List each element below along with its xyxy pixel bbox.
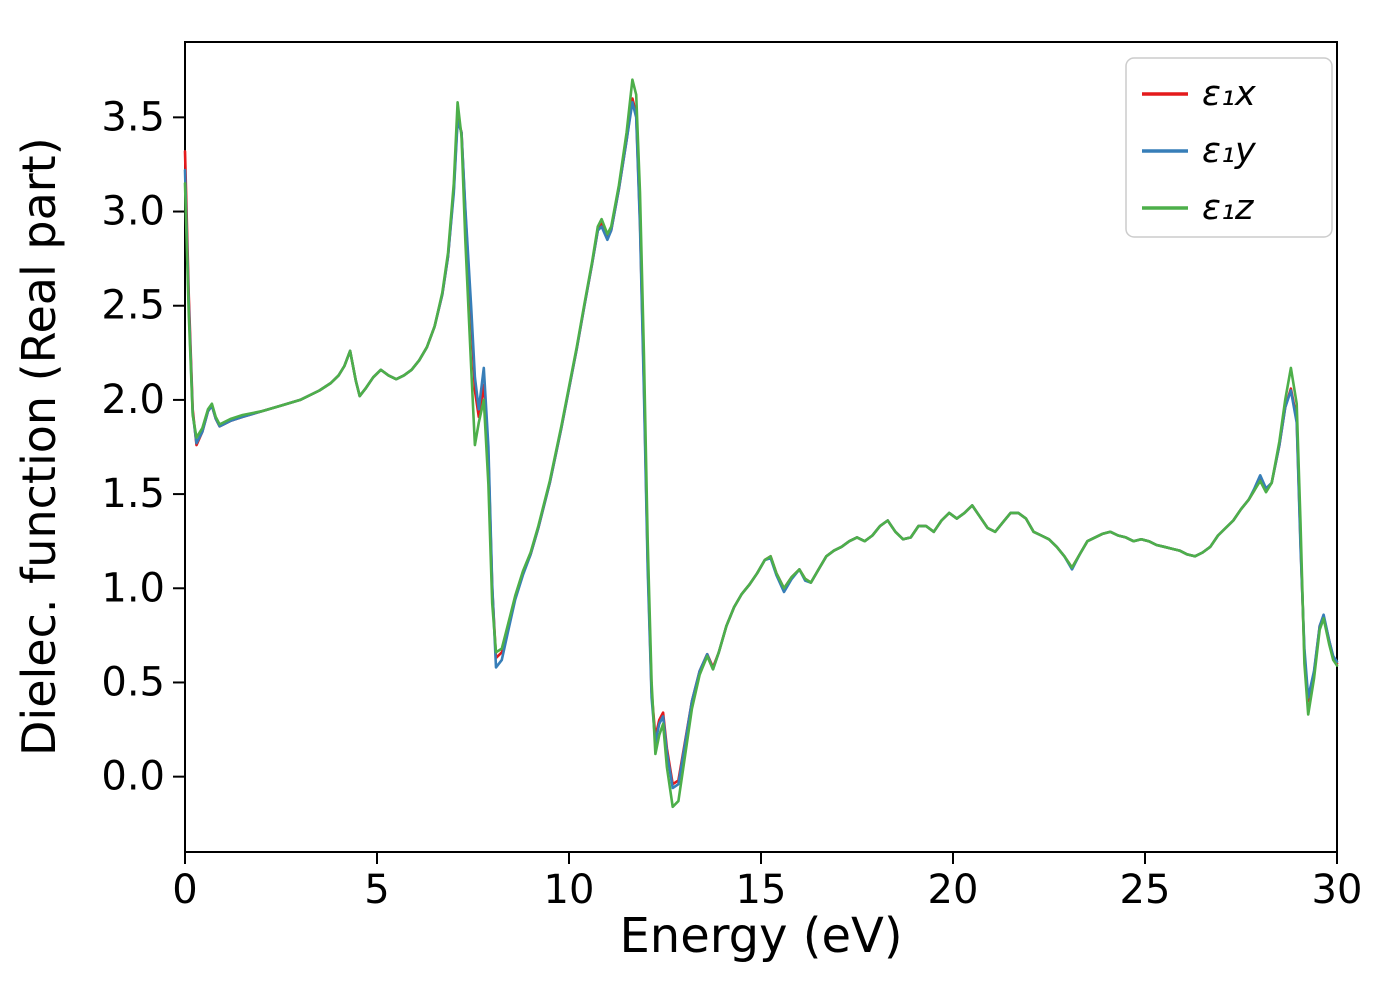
legend-label: ε₁z (1202, 188, 1254, 228)
y-tick-label: 3.0 (101, 189, 165, 235)
x-tick-label: 0 (172, 867, 197, 913)
y-tick-label: 0.5 (101, 659, 165, 705)
x-tick-label: 20 (928, 867, 979, 913)
x-tick-label: 5 (364, 867, 389, 913)
x-tick-label: 25 (1120, 867, 1171, 913)
x-tick-label: 30 (1312, 867, 1363, 913)
y-tick-label: 0.0 (101, 754, 165, 800)
x-tick-label: 15 (736, 867, 787, 913)
legend-label: ε₁y (1202, 131, 1257, 171)
y-tick-label: 1.5 (101, 471, 165, 517)
series-line (183, 78, 1339, 809)
x-tick-label: 10 (544, 867, 595, 913)
y-tick-label: 2.0 (101, 377, 165, 423)
legend-label: ε₁x (1202, 74, 1256, 114)
y-axis-label: Dielec. function (Real part) (12, 137, 66, 757)
x-axis-label: Energy (eV) (619, 908, 903, 964)
y-tick-label: 2.5 (101, 283, 165, 329)
y-tick-label: 1.0 (101, 565, 165, 611)
legend-box (1125, 57, 1333, 238)
y-tick-label: 3.5 (101, 94, 165, 140)
